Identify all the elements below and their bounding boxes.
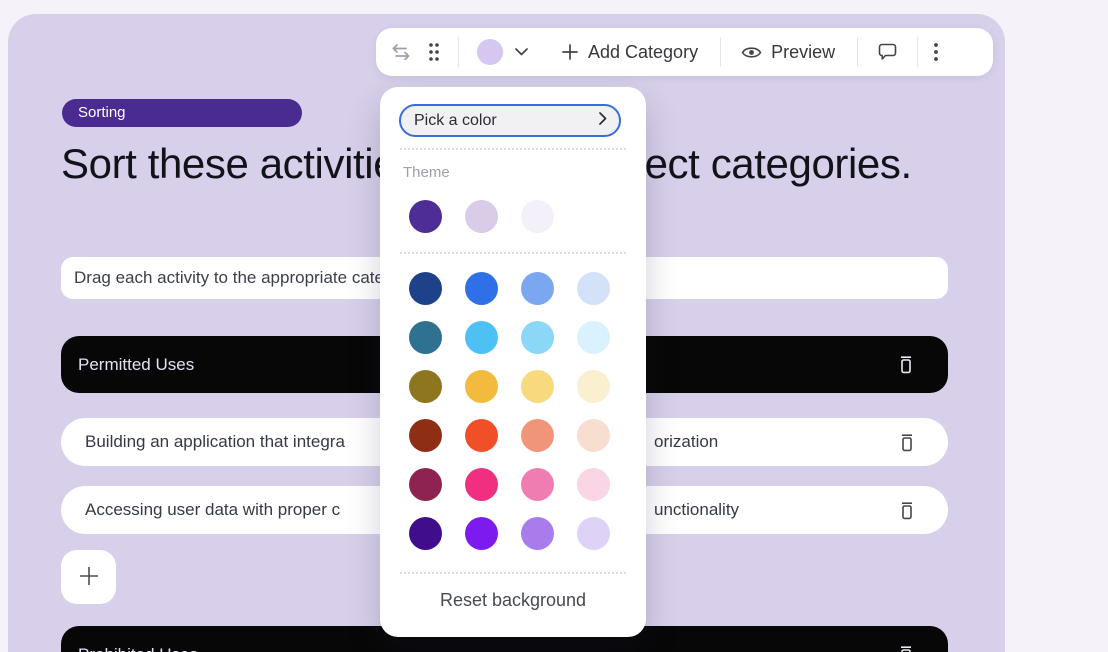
toolbar-divider	[917, 37, 919, 67]
theme-color-swatch[interactable]	[465, 200, 498, 233]
trash-icon[interactable]	[899, 433, 915, 457]
color-swatch[interactable]	[577, 419, 610, 452]
trash-icon[interactable]	[899, 501, 915, 525]
question-type-badge: Sorting	[62, 99, 302, 127]
category-label: Permitted Uses	[78, 355, 195, 374]
preview-button[interactable]: Preview	[771, 41, 836, 62]
color-swatch[interactable]	[577, 370, 610, 403]
eye-icon[interactable]	[741, 45, 762, 60]
color-swatch[interactable]	[409, 272, 442, 305]
divider	[400, 572, 626, 574]
color-swatch[interactable]	[521, 517, 554, 550]
color-swatch[interactable]	[577, 517, 610, 550]
activity-text-end: unctionality	[654, 500, 740, 519]
color-swatch-button[interactable]	[477, 39, 503, 65]
color-swatch[interactable]	[465, 517, 498, 550]
chevron-down-icon[interactable]	[515, 48, 528, 56]
color-swatch[interactable]	[465, 272, 498, 305]
comment-icon[interactable]	[878, 43, 897, 61]
color-swatch[interactable]	[465, 370, 498, 403]
color-swatch[interactable]	[409, 468, 442, 501]
toolbar-divider	[458, 37, 459, 67]
category-label: Prohibited Uses	[61, 626, 948, 652]
color-swatch[interactable]	[465, 468, 498, 501]
color-swatch[interactable]	[577, 272, 610, 305]
color-swatch[interactable]	[409, 517, 442, 550]
plus-icon[interactable]	[562, 44, 578, 60]
color-grid	[409, 272, 610, 550]
color-swatch[interactable]	[521, 272, 554, 305]
add-activity-button[interactable]	[61, 550, 116, 604]
add-category-button[interactable]: Add Category	[588, 41, 699, 62]
color-swatch[interactable]	[577, 321, 610, 354]
color-swatch[interactable]	[409, 370, 442, 403]
pick-a-color-button[interactable]: Pick a color	[399, 104, 621, 137]
trash-icon[interactable]	[898, 355, 914, 379]
color-picker-popover: Pick a color Theme	[380, 87, 646, 637]
theme-swatches	[409, 200, 554, 233]
color-swatch[interactable]	[521, 419, 554, 452]
reset-background-button[interactable]: Reset background	[380, 590, 646, 611]
activity-text-start: Building an application that integra	[85, 432, 345, 451]
theme-color-swatch[interactable]	[521, 200, 554, 233]
badge-label: Sorting	[78, 104, 126, 121]
plus-icon	[77, 564, 101, 591]
color-swatch[interactable]	[409, 419, 442, 452]
color-swatch[interactable]	[465, 321, 498, 354]
pick-a-color-label: Pick a color	[414, 111, 497, 129]
trash-icon[interactable]	[898, 645, 914, 652]
color-swatch[interactable]	[465, 419, 498, 452]
color-swatch[interactable]	[521, 370, 554, 403]
chevron-right-icon	[599, 111, 607, 130]
drag-handle-icon[interactable]	[428, 42, 440, 62]
divider	[400, 252, 626, 254]
color-swatch[interactable]	[577, 468, 610, 501]
kebab-menu-icon[interactable]	[934, 43, 939, 61]
toolbar-divider	[720, 37, 722, 67]
theme-color-swatch[interactable]	[409, 200, 442, 233]
swap-horizontal-icon[interactable]	[392, 44, 410, 60]
activity-text-end: orization	[654, 432, 719, 451]
color-swatch[interactable]	[521, 468, 554, 501]
color-swatch[interactable]	[409, 321, 442, 354]
toolbar-divider	[857, 37, 859, 67]
floating-toolbar: Add Category Preview	[376, 28, 993, 76]
theme-section-label: Theme	[403, 164, 450, 181]
divider	[400, 148, 626, 150]
color-swatch[interactable]	[521, 321, 554, 354]
activity-text-start: Accessing user data with proper c	[85, 500, 341, 519]
